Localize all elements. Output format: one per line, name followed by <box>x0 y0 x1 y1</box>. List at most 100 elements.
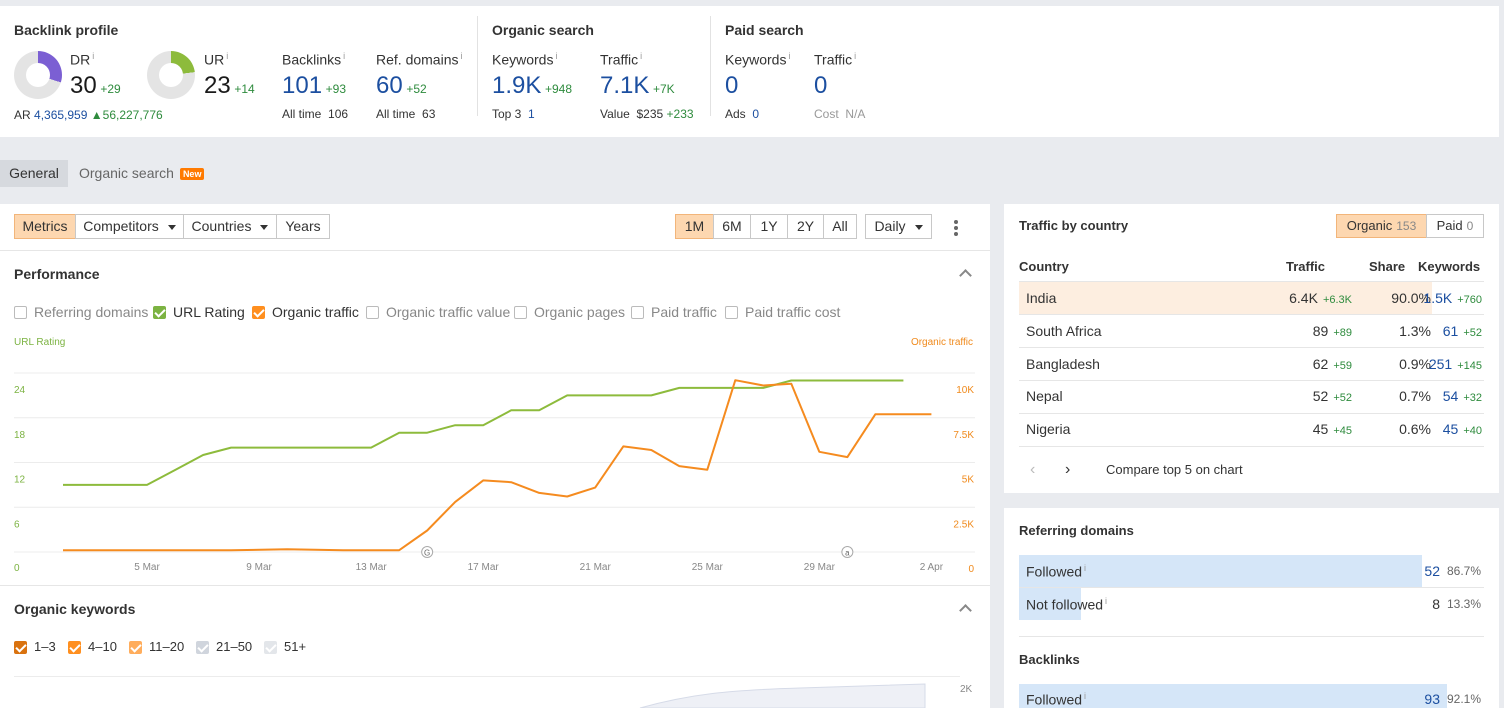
tab-general[interactable]: General <box>0 160 68 187</box>
paid-traffic-value[interactable]: 0 <box>814 72 828 99</box>
paid-traffic-checkbox[interactable] <box>631 306 644 319</box>
divider <box>1019 281 1484 282</box>
range-1y[interactable]: 1Y <box>750 214 788 239</box>
backlinks-value[interactable]: 101 +93 <box>282 72 347 99</box>
ref-domains-label[interactable]: Ref. domains i <box>376 51 463 68</box>
chevron-right-icon[interactable]: › <box>1065 461 1071 478</box>
x-tick: 5 Mar <box>134 562 160 573</box>
country-traffic: 52 +52 <box>1312 388 1352 404</box>
right-axis-label: Organic traffic <box>910 337 973 348</box>
dr-donut-chart <box>14 51 62 99</box>
annotation-label: a <box>845 549 850 558</box>
organic-traffic-value-toggle-label[interactable]: Organic traffic value <box>386 304 511 320</box>
organic-keywords-value[interactable]: 1.9K +948 <box>492 72 573 99</box>
range-2y[interactable]: 2Y <box>787 214 824 239</box>
range-4-10-checkbox[interactable] <box>68 641 81 654</box>
metrics-tab[interactable]: Metrics <box>14 214 76 239</box>
range-51-plus-checkbox[interactable] <box>264 641 277 654</box>
more-options-icon[interactable] <box>954 220 958 238</box>
country-traffic: 62 +59 <box>1312 356 1352 372</box>
organic-traffic-label[interactable]: Traffic i <box>600 51 643 68</box>
organic-toggle[interactable]: Organic 153 <box>1336 214 1427 238</box>
chevron-left-icon[interactable]: ‹ <box>1030 461 1036 478</box>
organic-top3: Top 3 1 <box>492 107 535 121</box>
url-rating-checkbox[interactable] <box>153 306 166 319</box>
paid-toggle[interactable]: Paid 0 <box>1426 214 1484 238</box>
url-rating-toggle-label[interactable]: URL Rating <box>173 304 245 320</box>
x-tick: 25 Mar <box>692 562 724 573</box>
country-traffic: 6.4K +6.3K <box>1289 290 1352 306</box>
country-keywords[interactable]: 251 +145 <box>1428 356 1482 372</box>
organic-keywords-label[interactable]: Keywords i <box>492 51 558 68</box>
backlinks-followed-label: Followed i <box>1026 691 1087 708</box>
range-6m[interactable]: 6M <box>713 214 751 239</box>
range-11-20-checkbox[interactable] <box>129 641 142 654</box>
country-traffic: 45 +45 <box>1312 421 1352 437</box>
range-21-50-label[interactable]: 21–50 <box>216 639 253 654</box>
x-tick: 21 Mar <box>580 562 612 573</box>
dr-label[interactable]: DR i <box>70 51 95 68</box>
paid-traffic-toggle-label[interactable]: Paid traffic <box>651 304 717 320</box>
followed-value[interactable]: 52 <box>1424 563 1440 579</box>
ref-domains-value[interactable]: 60 +52 <box>376 72 427 99</box>
ar-value[interactable]: 4,365,959 <box>34 108 88 122</box>
share-header[interactable]: Share <box>1369 259 1406 274</box>
range-51-plus-label[interactable]: 51+ <box>284 639 307 654</box>
keywords-area-chart <box>639 683 926 708</box>
paid-search-title: Paid search <box>725 22 804 38</box>
y-left-tick: 24 <box>14 385 26 396</box>
organic-traffic-value-checkbox[interactable] <box>366 306 379 319</box>
range-1-3-checkbox[interactable] <box>14 641 27 654</box>
tab-organic-search[interactable]: Organic search New <box>79 160 205 187</box>
paid-traffic-cost-toggle-label[interactable]: Paid traffic cost <box>745 304 841 320</box>
countries-dropdown[interactable]: Countries <box>183 214 277 239</box>
organic-pages-toggle-label[interactable]: Organic pages <box>534 304 626 320</box>
country-keywords[interactable]: 61 +52 <box>1442 323 1482 339</box>
organic-traffic-checkbox[interactable] <box>252 306 265 319</box>
competitors-dropdown[interactable]: Competitors <box>75 214 184 239</box>
y-right-tick: 10K <box>956 385 974 396</box>
divider <box>1019 636 1484 637</box>
paid-traffic-label[interactable]: Traffic i <box>814 51 857 68</box>
backlinks-all-time: All time 106 <box>282 107 349 121</box>
range-1m[interactable]: 1M <box>675 214 714 239</box>
referring-domains-toggle-label[interactable]: Referring domains <box>34 304 149 320</box>
x-tick: 29 Mar <box>804 562 836 573</box>
country-keywords[interactable]: 1.5K +760 <box>1423 290 1482 306</box>
organic-traffic-toggle-label[interactable]: Organic traffic <box>272 304 359 320</box>
organic-traffic-value[interactable]: 7.1K +7K <box>600 72 675 99</box>
interval-dropdown[interactable]: Daily <box>865 214 932 239</box>
range-all[interactable]: All <box>823 214 857 239</box>
main-panel <box>0 204 990 708</box>
range-21-50-checkbox[interactable] <box>196 641 209 654</box>
divider <box>1019 413 1484 414</box>
keywords-axis-tick: 2K <box>960 684 973 695</box>
country-keywords[interactable]: 45 +40 <box>1442 421 1482 437</box>
country-keywords[interactable]: 54 +32 <box>1442 388 1482 404</box>
ar-rank: AR 4,365,959 ▲56,227,776 <box>14 108 163 122</box>
country-header[interactable]: Country <box>1019 259 1069 274</box>
paid-keywords-value[interactable]: 0 <box>725 72 739 99</box>
ur-label[interactable]: UR i <box>204 51 229 68</box>
referring-domains-checkbox[interactable] <box>14 306 27 319</box>
chevron-down-icon <box>914 224 923 230</box>
compare-top5-link[interactable]: Compare top 5 on chart <box>1106 462 1243 477</box>
y-right-tick: 5K <box>962 475 975 486</box>
backlinks-followed-value[interactable]: 93 <box>1424 691 1440 707</box>
years-tab[interactable]: Years <box>276 214 330 239</box>
y-right-tick: 0 <box>968 564 974 575</box>
range-11-20-label[interactable]: 11–20 <box>149 639 185 654</box>
paid-traffic-cost-checkbox[interactable] <box>725 306 738 319</box>
chevron-down-icon <box>260 224 269 230</box>
divider <box>1019 587 1484 588</box>
paid-keywords-label[interactable]: Keywords i <box>725 51 791 68</box>
backlinks-label[interactable]: Backlinks i <box>282 51 346 68</box>
not-followed-bar <box>1019 588 1081 620</box>
keywords-header[interactable]: Keywords <box>1418 259 1481 274</box>
traffic-header[interactable]: Traffic <box>1286 259 1326 274</box>
range-1-3-label[interactable]: 1–3 <box>34 639 56 654</box>
performance-title: Performance <box>14 266 100 282</box>
followed-pct: 86.7% <box>1447 564 1482 578</box>
organic-pages-checkbox[interactable] <box>514 306 527 319</box>
range-4-10-label[interactable]: 4–10 <box>88 639 117 654</box>
